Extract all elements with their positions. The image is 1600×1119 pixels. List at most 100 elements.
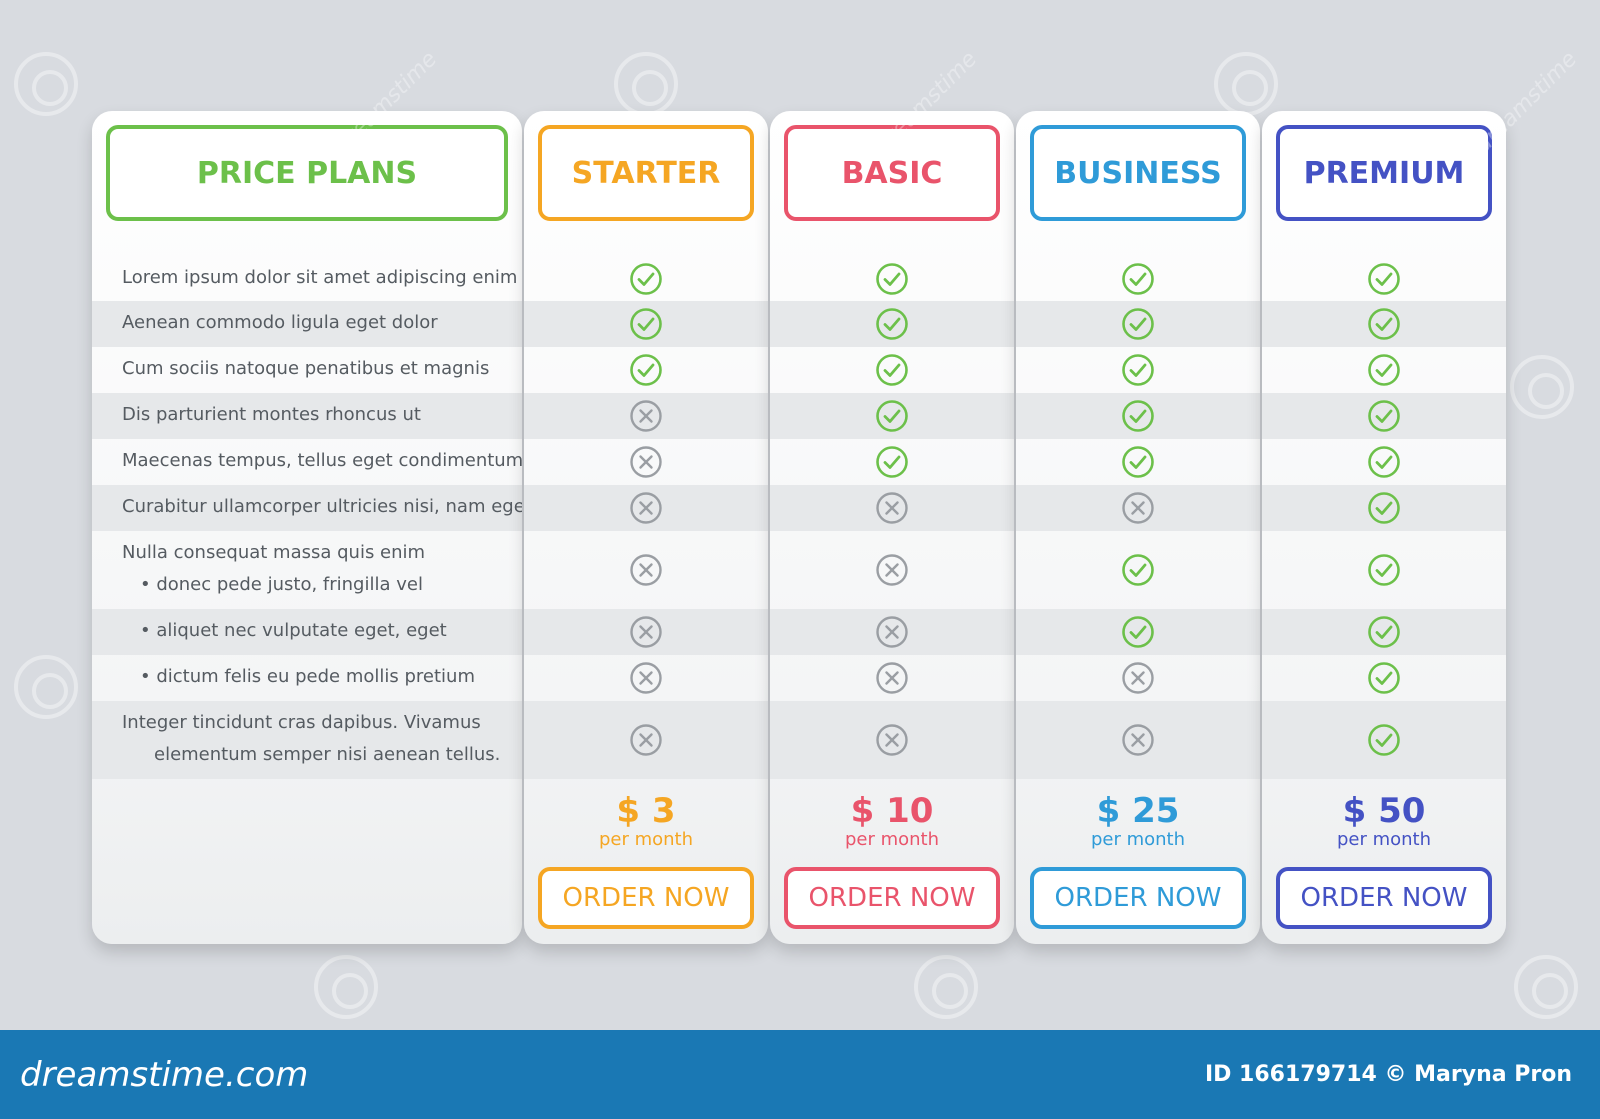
feature-label: Integer tincidunt cras dapibus. Vivamus (122, 712, 481, 733)
cross-icon (1121, 723, 1155, 757)
cross-icon (875, 491, 909, 525)
plan-row (770, 301, 1014, 347)
feature-row: • aliquet nec vulputate eget, eget (92, 609, 522, 655)
plan-row (524, 485, 768, 531)
cross-icon (875, 615, 909, 649)
plan-period: per month (598, 829, 694, 850)
watermark-logo-icon (14, 52, 78, 116)
plan-row (1016, 485, 1260, 531)
cross-icon (875, 661, 909, 695)
feature-label: Curabitur ullamcorper ultricies nisi, na… (122, 496, 522, 517)
plan-feature-marks (524, 256, 768, 779)
watermark-logo-icon (1514, 955, 1578, 1019)
plan-card-starter: STARTER $ 3 per month ORDER NOW (524, 111, 768, 944)
check-icon (1121, 399, 1155, 433)
check-icon (1121, 307, 1155, 341)
cross-icon (629, 399, 663, 433)
check-icon (1367, 491, 1401, 525)
plan-row (1262, 256, 1506, 301)
plan-card-basic: BASIC $ 10 per month ORDER NOW (770, 111, 1014, 944)
feature-row: Curabitur ullamcorper ultricies nisi, na… (92, 485, 522, 531)
cross-icon (1121, 491, 1155, 525)
watermark-logo-icon (914, 955, 978, 1019)
plan-row (1262, 393, 1506, 439)
feature-list: Lorem ipsum dolor sit amet adipiscing en… (92, 256, 522, 779)
plan-row (524, 531, 768, 609)
cross-icon (629, 445, 663, 479)
feature-label: Lorem ipsum dolor sit amet adipiscing en… (122, 267, 518, 288)
check-icon (1121, 553, 1155, 587)
plan-feature-marks (770, 256, 1014, 779)
cross-icon (875, 553, 909, 587)
plan-row (770, 701, 1014, 779)
check-icon (875, 262, 909, 296)
check-icon (875, 399, 909, 433)
check-icon (1367, 262, 1401, 296)
plan-row (1262, 655, 1506, 701)
plan-price: $ 10 (850, 791, 934, 831)
order-now-button[interactable]: ORDER NOW (1276, 867, 1492, 929)
check-icon (875, 307, 909, 341)
plan-row (1262, 347, 1506, 393)
cross-icon (629, 491, 663, 525)
feature-row: Cum sociis natoque penatibus et magnis (92, 347, 522, 393)
plan-row (770, 439, 1014, 485)
feature-label: Maecenas tempus, tellus eget condimentum (122, 450, 522, 471)
watermark-logo-icon (14, 655, 78, 719)
feature-label-line2: elementum semper nisi aenean tellus. (154, 744, 501, 765)
plan-row (1262, 301, 1506, 347)
watermark-logo-icon (314, 955, 378, 1019)
cross-icon (629, 661, 663, 695)
feature-row: Nulla consequat massa quis enim • donec p… (92, 531, 522, 609)
plan-row (524, 655, 768, 701)
plan-row (770, 256, 1014, 301)
check-icon (1367, 553, 1401, 587)
plan-row (524, 609, 768, 655)
feature-label: Cum sociis natoque penatibus et magnis (122, 358, 490, 379)
plan-row (524, 393, 768, 439)
feature-label: Nulla consequat massa quis enim (122, 542, 426, 563)
order-now-button[interactable]: ORDER NOW (538, 867, 754, 929)
plan-row (1016, 256, 1260, 301)
plan-card-business: BUSINESS $ 25 per month ORDER NOW (1016, 111, 1260, 944)
feature-label: • aliquet nec vulputate eget, eget (140, 620, 447, 641)
plan-row (524, 439, 768, 485)
check-icon (1121, 615, 1155, 649)
plan-row (1262, 531, 1506, 609)
check-icon (1367, 661, 1401, 695)
plan-row (1016, 531, 1260, 609)
plan-period: per month (1336, 829, 1432, 850)
order-now-button[interactable]: ORDER NOW (1030, 867, 1246, 929)
check-icon (1367, 723, 1401, 757)
check-icon (875, 353, 909, 387)
watermark-logo-icon (1510, 355, 1574, 419)
plan-title: BASIC (784, 125, 1000, 221)
plan-row (770, 655, 1014, 701)
plan-period: per month (1090, 829, 1186, 850)
feature-label: Aenean commodo ligula eget dolor (122, 312, 438, 333)
brand-logo[interactable]: dreamstime.com (20, 1054, 309, 1095)
plan-row (1262, 485, 1506, 531)
plan-row (770, 531, 1014, 609)
plan-row (1262, 439, 1506, 485)
cross-icon (1121, 661, 1155, 695)
order-now-button[interactable]: ORDER NOW (784, 867, 1000, 929)
watermark-logo-icon (614, 52, 678, 116)
plan-feature-marks (1262, 256, 1506, 779)
feature-label: • dictum felis eu pede mollis pretium (140, 666, 475, 687)
check-icon (1367, 445, 1401, 479)
price-plans-header: PRICE PLANS (106, 125, 508, 221)
feature-row: Dis parturient montes rhoncus ut (92, 393, 522, 439)
plan-row (524, 347, 768, 393)
check-icon (1121, 262, 1155, 296)
feature-row: • dictum felis eu pede mollis pretium (92, 655, 522, 701)
plan-row (1016, 439, 1260, 485)
check-icon (875, 445, 909, 479)
plan-price: $ 3 (616, 791, 676, 831)
plan-card-premium: PREMIUM $ 50 per month ORDER NOW (1262, 111, 1506, 944)
feature-row: Aenean commodo ligula eget dolor (92, 301, 522, 347)
plan-row (524, 301, 768, 347)
check-icon (1367, 307, 1401, 341)
check-icon (1367, 615, 1401, 649)
feature-row: Lorem ipsum dolor sit amet adipiscing en… (92, 256, 522, 301)
